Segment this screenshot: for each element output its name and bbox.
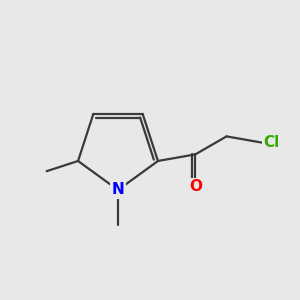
Text: Cl: Cl xyxy=(263,135,279,150)
Text: O: O xyxy=(189,179,202,194)
Text: N: N xyxy=(112,182,124,197)
